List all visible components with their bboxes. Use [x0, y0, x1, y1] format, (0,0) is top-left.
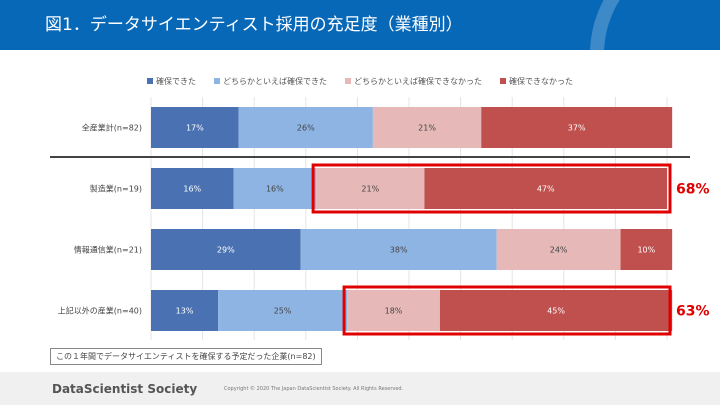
data-label: 47% [537, 185, 555, 194]
bar-segment [218, 290, 348, 331]
legend-swatch [214, 78, 220, 84]
bar-segment [151, 290, 219, 331]
category-label: 製造業(n=19) [90, 184, 142, 194]
data-label: 26% [297, 124, 315, 133]
highlight-label: 68% [676, 182, 710, 198]
data-label: 16% [183, 185, 201, 194]
legend: 確保できた どちらかといえば確保できた どちらかといえば確保できなかった 確保できなか… [0, 76, 720, 87]
bar-segment [372, 107, 482, 148]
bar-segment [496, 229, 621, 270]
data-label: 17% [186, 124, 204, 133]
legend-label: 確保できた [156, 77, 196, 86]
bar-segment [233, 168, 317, 209]
footer: DataScientist Society Copyright © 2020 T… [0, 372, 720, 405]
bar-segment [481, 107, 673, 148]
copyright: Copyright © 2020 The Japan DataScientist… [224, 386, 404, 392]
data-label: 21% [418, 124, 436, 133]
bar-segment [151, 229, 301, 270]
legend-item: どちらかといえば確保できなかった [345, 76, 482, 87]
legend-label: どちらかといえば確保できなかった [354, 77, 482, 86]
category-label: 情報通信業(n=21) [74, 245, 142, 255]
data-label: 29% [217, 246, 235, 255]
note-box: この１年間でデータサイエンティストを確保する予定だった企業(n=82) [50, 348, 322, 365]
category-label: 全産業計(n=82) [82, 123, 142, 133]
data-label: 13% [176, 307, 194, 316]
highlight-label: 63% [676, 304, 710, 320]
legend-label: 確保できなかった [509, 77, 573, 86]
data-label: 16% [266, 185, 284, 194]
bar-segment [151, 168, 234, 209]
legend-label: どちらかといえば確保できた [223, 77, 327, 86]
bar-segment [151, 107, 239, 148]
data-label: 24% [550, 246, 568, 255]
stacked-bar-chart: 全産業計(n=82) 17% 26% 21% 37% 製造業(n=19) 16% 16% 21%… [50, 97, 710, 340]
category-label: 上記以外の産業(n=40) [58, 306, 142, 316]
data-label: 21% [361, 185, 379, 194]
bar-segment [439, 290, 673, 331]
brand-logo: DataScientist Society [52, 382, 198, 396]
bar-segment [238, 107, 373, 148]
data-label: 37% [568, 124, 586, 133]
data-label: 25% [274, 307, 292, 316]
data-label: 45% [547, 307, 565, 316]
data-label: 38% [390, 246, 408, 255]
highlight-box [311, 163, 672, 214]
data-label: 18% [385, 307, 403, 316]
highlight-box [342, 285, 672, 336]
bar-segment [347, 290, 440, 331]
legend-swatch [147, 78, 153, 84]
legend-item: どちらかといえば確保できた [214, 76, 327, 87]
legend-swatch [345, 78, 351, 84]
legend-swatch [500, 78, 506, 84]
page-title: 図1．データサイエンティスト採用の充足度（業種別） [45, 15, 463, 35]
legend-item: 確保できた [147, 76, 196, 87]
bar-segment [620, 229, 673, 270]
legend-item: 確保できなかった [500, 76, 573, 87]
bar-segment [300, 229, 497, 270]
bar-segment [316, 168, 425, 209]
bar-segment [424, 168, 667, 209]
data-label: 10% [637, 246, 655, 255]
header-banner: 図1．データサイエンティスト採用の充足度（業種別） [0, 0, 720, 50]
